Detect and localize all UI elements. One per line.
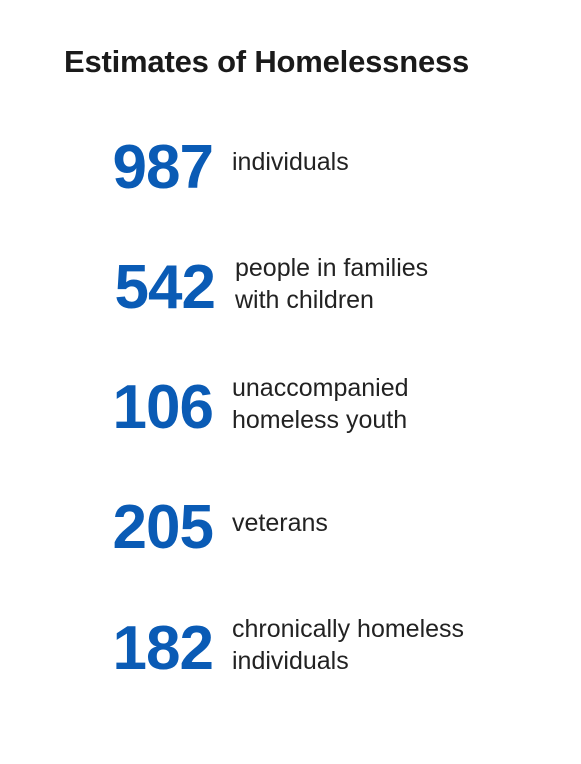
stat-label: individuals [232,148,349,176]
stat-item-youth: 106 unaccompanied homeless youth [0,372,581,462]
stat-value: 205 [112,493,214,562]
stat-item-individuals: 987 individuals [0,133,581,223]
stat-label: people in families with children [235,254,429,314]
stat-item-families: 542 people in families with children [0,252,581,342]
stat-value: 106 [112,373,214,442]
stat-label: veterans [232,509,328,537]
stat-label: chronically homeless individuals [232,615,465,675]
stat-value: 987 [112,133,214,202]
stat-value: 542 [114,253,216,322]
stat-item-chronic: 182 chronically homeless individuals [0,613,581,703]
stat-item-veterans: 205 veterans [0,494,581,584]
stat-value: 182 [112,614,214,683]
page-title: Estimates of Homelessness [64,44,470,79]
stat-label: unaccompanied homeless youth [232,374,409,434]
